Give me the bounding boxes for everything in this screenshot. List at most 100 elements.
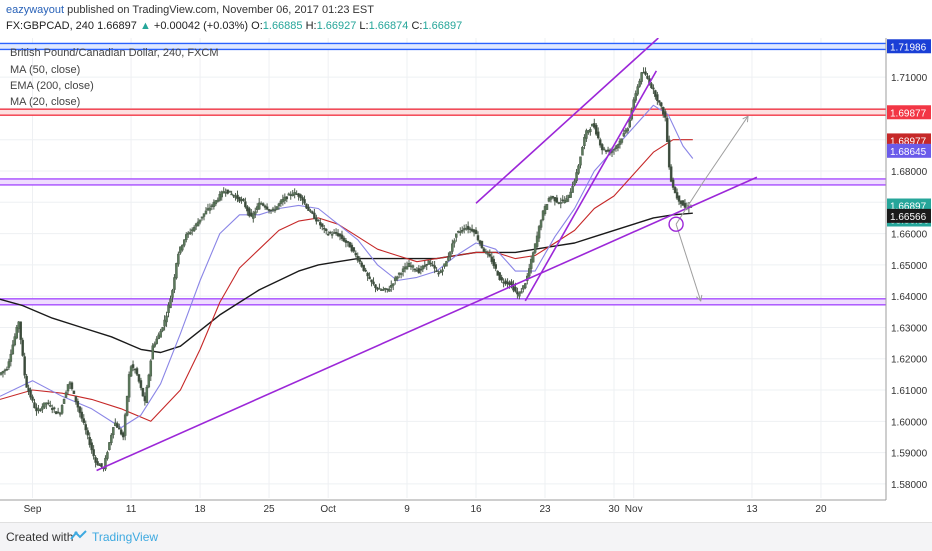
candle-up	[618, 140, 622, 145]
close-value: 1.66897	[422, 20, 463, 32]
candle-down	[652, 87, 655, 90]
price-tick-label: 1.71000	[891, 73, 928, 84]
candle-down	[557, 202, 561, 204]
candle-down	[500, 277, 503, 281]
tradingview-brand[interactable]: TradingView	[92, 530, 159, 544]
candle-down	[679, 200, 683, 205]
candle-down	[344, 240, 348, 243]
candle-down	[498, 272, 501, 280]
candle-up	[196, 221, 200, 227]
candle-down	[350, 244, 354, 252]
author-link[interactable]: eazywayout	[6, 4, 65, 16]
candle-up	[275, 206, 279, 210]
ma20-line	[0, 104, 694, 429]
candle-down	[650, 83, 653, 89]
candle-up	[457, 230, 460, 233]
candle-up	[186, 232, 190, 235]
price-label-bg	[887, 39, 931, 54]
candle-down	[295, 193, 298, 196]
candle-up	[3, 369, 7, 372]
candle-down	[470, 228, 474, 232]
candle-down	[480, 240, 484, 249]
candle-up	[293, 192, 296, 195]
candle-up	[486, 253, 490, 255]
published-text: published on TradingView.com, November 0…	[67, 4, 374, 16]
candle-up	[421, 265, 425, 270]
candle-up	[43, 402, 46, 408]
candle-down	[415, 270, 419, 272]
candle-down	[683, 202, 687, 208]
candle-down	[478, 240, 482, 244]
candle-up	[287, 193, 291, 196]
time-tick-label: 30	[608, 504, 620, 515]
price-tick-label: 1.66000	[891, 230, 928, 241]
candle-down	[604, 150, 608, 152]
candle-up	[185, 234, 188, 241]
candle-down	[596, 131, 600, 139]
candle-up	[179, 246, 182, 254]
high-value: 1.66927	[316, 20, 357, 32]
candle-up	[388, 288, 391, 292]
ema200-line	[0, 212, 693, 354]
candle-down	[654, 90, 657, 97]
candle-up	[549, 196, 553, 200]
candle-up	[620, 138, 624, 143]
close-label: C:	[411, 20, 423, 32]
candle-up	[575, 172, 578, 182]
chart-legend: British Pound/Canadian Dollar, 240, FXCM…	[10, 47, 219, 108]
candle-down	[236, 194, 239, 200]
candle-down	[133, 368, 137, 371]
candle-up	[447, 256, 450, 261]
candle-down	[118, 427, 121, 430]
candle-up	[451, 243, 454, 252]
candle-up	[541, 210, 545, 221]
candle-up	[518, 292, 521, 297]
candle-up	[169, 298, 172, 309]
candle-up	[254, 211, 257, 215]
candle-down	[419, 269, 423, 271]
candle-up	[271, 208, 275, 211]
time-axis[interactable]: Sep 11 18 25 Oct 9 16 23 30 Nov 13 20	[24, 504, 827, 515]
candle-down	[677, 195, 681, 202]
candle-up	[198, 219, 202, 223]
candle-up	[188, 232, 192, 234]
candle-up	[0, 372, 3, 375]
candle-down	[121, 432, 125, 438]
candle-up	[395, 276, 399, 280]
price-label-text: 1.68645	[890, 147, 927, 158]
candle-down	[76, 400, 80, 408]
candle-down	[332, 232, 336, 234]
candle-up	[151, 345, 155, 360]
candle-up	[62, 398, 66, 404]
price-tick-label: 1.59000	[891, 449, 928, 460]
candle-down	[326, 233, 330, 236]
candle-down	[490, 256, 494, 263]
candle-up	[157, 334, 160, 340]
candle-down	[33, 402, 36, 409]
price-label-text: 1.66897	[890, 202, 927, 213]
candle-up	[638, 80, 641, 87]
candle-down	[468, 228, 472, 230]
candle-up	[624, 129, 628, 133]
candle-up	[439, 271, 442, 274]
candle-down	[285, 196, 289, 200]
price-chart[interactable]: 1.58000 1.59000 1.60000 1.61000 1.62000 1.630…	[0, 38, 932, 522]
candle-up	[612, 148, 616, 151]
price-label-text: 1.69877	[890, 108, 927, 119]
candle-up	[216, 199, 220, 202]
candle-up	[569, 191, 572, 198]
candle-down	[510, 281, 513, 286]
candle-up	[149, 360, 153, 377]
candle-up	[484, 251, 488, 253]
candle-down	[119, 429, 123, 435]
tradingview-logo-icon	[70, 530, 87, 540]
candle-up	[175, 263, 178, 279]
trendline	[475, 38, 659, 204]
candle-up	[464, 227, 468, 230]
candle-down	[319, 222, 322, 226]
time-tick-label: 13	[746, 504, 758, 515]
candle-up	[49, 405, 52, 407]
price-label-bg	[887, 143, 931, 158]
candle-down	[435, 270, 438, 273]
candle-down	[269, 209, 273, 212]
